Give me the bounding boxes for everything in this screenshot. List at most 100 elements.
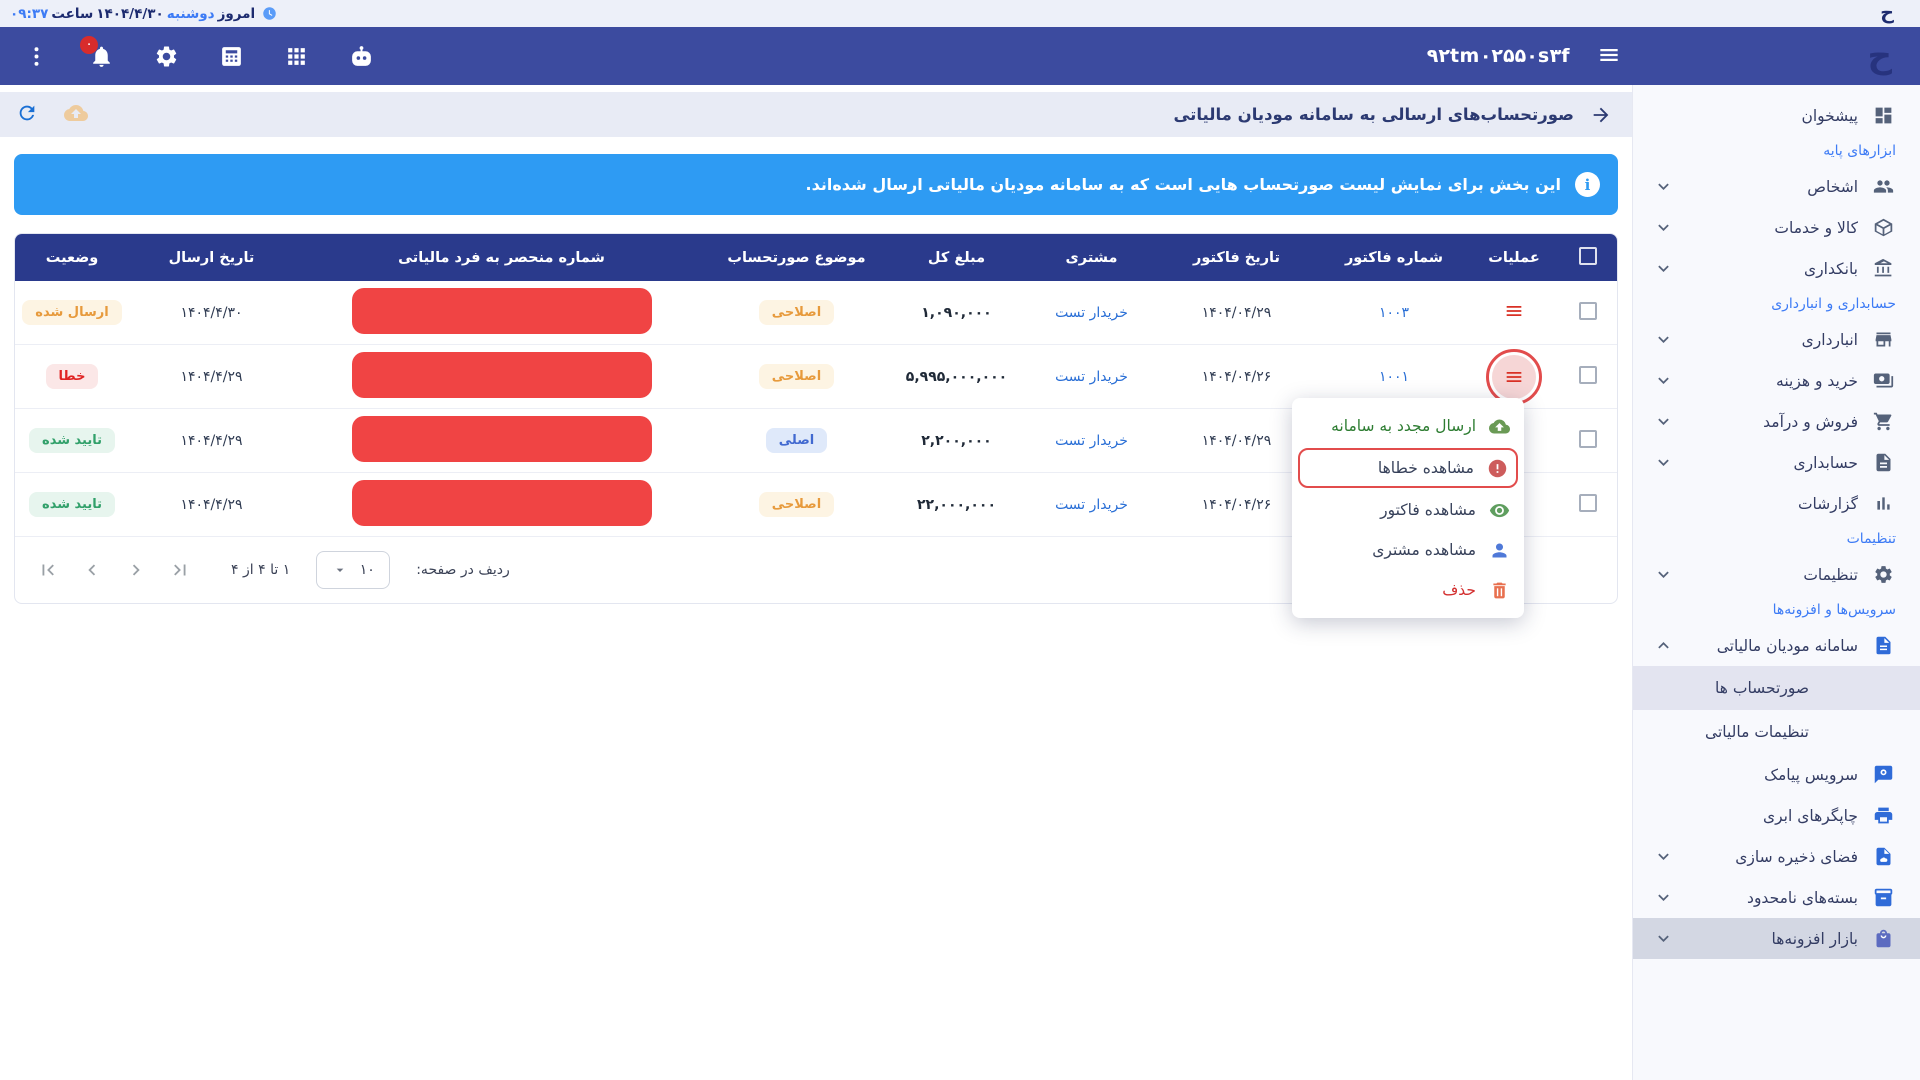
- select-all-checkbox[interactable]: [1579, 246, 1597, 265]
- sidebar-toggle-button[interactable]: [1596, 42, 1622, 71]
- status-badge: تایید شده: [29, 492, 115, 517]
- sidebar-item[interactable]: سامانه مودیان مالیاتی: [1633, 625, 1920, 666]
- invoice-number-link[interactable]: ۱۰۰۱: [1378, 368, 1410, 385]
- customer-link[interactable]: خریدار تست: [1055, 432, 1128, 449]
- rows-per-page-value: ۱۰: [359, 562, 375, 578]
- tax-doc-icon: [1876, 636, 1891, 655]
- sidebar-section-label: سرویس‌ها و افزونه‌ها: [1772, 602, 1896, 618]
- status-badge: تایید شده: [29, 428, 115, 453]
- row-actions-button[interactable]: [1503, 300, 1525, 322]
- row-checkbox[interactable]: [1579, 301, 1597, 320]
- sidebar-item[interactable]: گزارشات: [1633, 483, 1920, 524]
- refresh-button[interactable]: [16, 102, 38, 127]
- customer-link[interactable]: خریدار تست: [1055, 496, 1128, 513]
- calculator-button[interactable]: [219, 44, 244, 69]
- notification-badge: ۰: [80, 35, 98, 54]
- kebab-menu-button[interactable]: [24, 44, 49, 69]
- eye-icon: [1489, 503, 1510, 517]
- tax-unique-id-redacted: [351, 415, 652, 462]
- send-date-cell: ۱۴۰۴/۴/۲۹: [180, 432, 243, 449]
- sidebar-item[interactable]: سرویس پیامک: [1633, 754, 1920, 795]
- table-pagination: ردیف در صفحه: ۱۰ ۱ تا ۴ از ۴: [15, 537, 1617, 603]
- menu-item[interactable]: ارسال مجدد به سامانه: [1292, 406, 1524, 446]
- invoice-number-link[interactable]: ۱۰۰۳: [1378, 304, 1410, 321]
- column-header: مبلغ کل: [927, 249, 986, 266]
- total-amount-cell: ۵,۹۹۵,۰۰۰,۰۰۰: [905, 368, 1008, 385]
- chev-down-icon: [1658, 336, 1669, 343]
- customer-link[interactable]: خریدار تست: [1055, 304, 1128, 321]
- last-page-button[interactable]: [169, 559, 191, 581]
- chev-down-icon: [1658, 377, 1669, 384]
- sidebar-subitem[interactable]: تنظیمات مالیاتی: [1705, 723, 1809, 741]
- sidebar-item[interactable]: حسابداری: [1633, 442, 1920, 483]
- table-row: ۱۴۰۴/۰۴/۲۹ خریدار تست ۲,۲۰۰,۰۰۰ اصلی ۱۴۰…: [15, 409, 1617, 473]
- next-page-button[interactable]: [125, 559, 147, 581]
- send-date-cell: ۱۴۰۴/۴/۲۹: [180, 368, 243, 385]
- sidebar-section-label: ابزارهای پایه: [1823, 143, 1896, 159]
- first-page-button[interactable]: [37, 559, 59, 581]
- prev-page-button[interactable]: [81, 559, 103, 581]
- payments-icon: [1873, 373, 1894, 388]
- customer-link[interactable]: خریدار تست: [1055, 368, 1128, 385]
- export-button[interactable]: [64, 101, 88, 128]
- navbar-logo-zone: ح: [1632, 27, 1920, 85]
- bell-icon: [93, 46, 110, 67]
- chev-down-icon: [1658, 265, 1669, 272]
- row-checkbox[interactable]: [1579, 493, 1597, 512]
- sidebar-item[interactable]: خرید و هزینه: [1633, 360, 1920, 401]
- sidebar-item[interactable]: بسته‌های نامحدود: [1633, 877, 1920, 918]
- sidebar-item[interactable]: چاپگرهای ابری: [1633, 795, 1920, 836]
- tax-unique-id-redacted: [351, 479, 652, 526]
- sidebar-item[interactable]: اشخاص: [1633, 166, 1920, 207]
- status-badge: خطا: [45, 364, 99, 389]
- row-checkbox[interactable]: [1579, 429, 1597, 448]
- sidebar-subitem[interactable]: صورتحساب ها: [1633, 666, 1920, 710]
- first-page-icon: [42, 564, 54, 576]
- sidebar-item[interactable]: فروش و درآمد: [1633, 401, 1920, 442]
- gear-button[interactable]: [154, 44, 179, 69]
- chev-down-icon: [1658, 418, 1669, 425]
- row-actions-button[interactable]: [1503, 366, 1525, 388]
- gear-icon: [1875, 566, 1892, 583]
- bell-button[interactable]: ۰: [80, 35, 114, 69]
- menu-item[interactable]: مشاهده خطاها: [1298, 448, 1518, 488]
- menu-item[interactable]: مشاهده مشتری: [1292, 530, 1524, 570]
- sidebar-item[interactable]: بازار افزونه‌ها: [1633, 918, 1920, 959]
- bank-icon: [1874, 258, 1892, 277]
- apps-grid-button[interactable]: [284, 44, 309, 69]
- sidebar-item[interactable]: فضای ذخیره سازی: [1633, 836, 1920, 877]
- top-strip: امروز دوشنبه ۱۴۰۴/۴/۳۰ ساعت ۰۹:۳۷ ح: [0, 0, 1920, 27]
- table-header-row: عملیات شماره فاکتور تاریخ فاکتور مشتری مبلغ …: [15, 234, 1617, 281]
- chev-down-icon: [1658, 459, 1669, 466]
- sidebar-section-label: حسابداری و انبارداری: [1771, 296, 1896, 312]
- chevron-left-icon: [88, 564, 96, 576]
- table-row: ۱۴۰۴/۰۴/۲۶ خریدار تست ۲۲,۰۰۰,۰۰۰ اصلاحی …: [15, 473, 1617, 537]
- sidebar-item[interactable]: پیشخوان: [1633, 95, 1920, 136]
- menu-item[interactable]: حذف: [1292, 570, 1524, 610]
- invoice-date-cell: ۱۴۰۴/۰۴/۲۹: [1201, 304, 1272, 321]
- trash-icon: [1493, 582, 1506, 598]
- back-button[interactable]: [1590, 104, 1612, 126]
- select-all-cell: [1559, 246, 1617, 269]
- total-amount-cell: ۱,۰۹۰,۰۰۰: [921, 304, 992, 321]
- table-row: ۱۰۰۳ ۱۴۰۴/۰۴/۲۹ خریدار تست ۱,۰۹۰,۰۰۰ اصل…: [15, 281, 1617, 345]
- menu-item[interactable]: مشاهده فاکتور: [1292, 490, 1524, 530]
- column-header: عملیات: [1488, 249, 1540, 266]
- column-header: وضعیت: [45, 249, 99, 266]
- sidebar-item[interactable]: بانکداری: [1633, 248, 1920, 289]
- apps-grid-icon: [288, 47, 305, 65]
- row-actions-highlight-ring: [1486, 348, 1542, 405]
- chevron-right-icon: [132, 564, 140, 576]
- rows-per-page-select[interactable]: ۱۰: [316, 551, 391, 589]
- robot-button[interactable]: [349, 44, 374, 69]
- chev-down-icon: [1658, 183, 1669, 190]
- row-checkbox[interactable]: [1579, 365, 1597, 384]
- sidebar-item[interactable]: تنظیمات: [1633, 554, 1920, 595]
- hamburger-icon: [1506, 305, 1522, 316]
- refresh-icon: [19, 105, 35, 121]
- sidebar-item[interactable]: انبارداری: [1633, 319, 1920, 360]
- sidebar-item[interactable]: کالا و خدمات: [1633, 207, 1920, 248]
- chev-down-icon: [1658, 224, 1669, 231]
- total-amount-cell: ۲,۲۰۰,۰۰۰: [921, 432, 992, 449]
- send-date-cell: ۱۴۰۴/۴/۲۹: [180, 496, 243, 513]
